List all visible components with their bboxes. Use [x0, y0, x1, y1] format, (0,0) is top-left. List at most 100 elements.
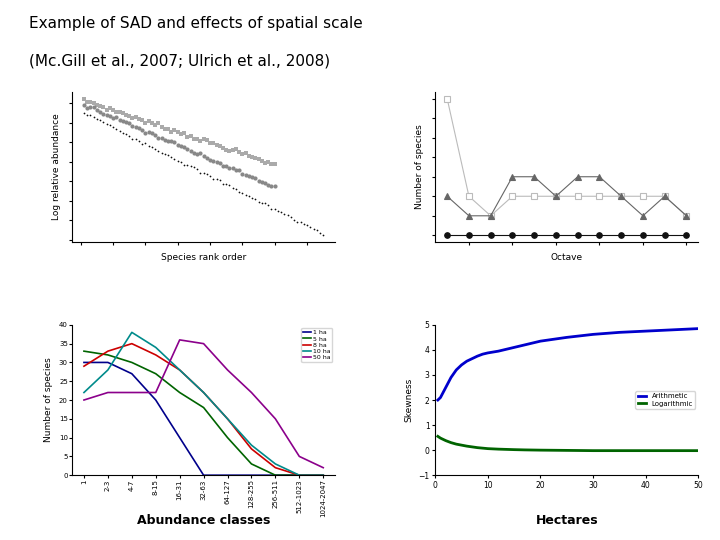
Arithmetic — [478, 351, 487, 357]
Arithmetic — [589, 331, 598, 338]
8 ha — [223, 416, 232, 422]
Text: Abundance classes: Abundance classes — [137, 514, 270, 526]
Logarithmic — [536, 447, 545, 454]
10 ha — [199, 389, 208, 396]
Logarithmic — [462, 443, 471, 449]
50 ha — [271, 416, 279, 422]
50 ha — [151, 389, 160, 396]
50 ha — [295, 453, 304, 460]
Line: Logarithmic: Logarithmic — [438, 436, 698, 451]
Arithmetic — [468, 355, 477, 362]
50 ha — [104, 389, 112, 396]
5 ha — [247, 461, 256, 467]
50 ha — [247, 389, 256, 396]
Arithmetic — [510, 344, 518, 350]
50 ha — [80, 397, 89, 403]
50 ha — [127, 389, 136, 396]
10 ha — [151, 344, 160, 350]
X-axis label: Octave: Octave — [551, 253, 583, 262]
Arithmetic — [452, 367, 461, 373]
8 ha — [104, 348, 112, 354]
8 ha — [319, 472, 328, 478]
Logarithmic — [642, 448, 650, 454]
Logarithmic — [441, 437, 450, 444]
10 ha — [176, 367, 184, 373]
Text: Hectares: Hectares — [536, 514, 598, 526]
5 ha — [104, 352, 112, 358]
8 ha — [295, 472, 304, 478]
Arithmetic — [457, 362, 466, 368]
1 ha — [247, 472, 256, 478]
5 ha — [151, 370, 160, 377]
8 ha — [247, 446, 256, 452]
5 ha — [271, 472, 279, 478]
Text: (Mc.Gill et al., 2007; Ulrich et al., 2008): (Mc.Gill et al., 2007; Ulrich et al., 20… — [29, 54, 330, 69]
1 ha — [127, 370, 136, 377]
10 ha — [80, 389, 89, 396]
10 ha — [223, 416, 232, 422]
Arithmetic — [462, 358, 471, 365]
Logarithmic — [667, 448, 676, 454]
1 ha — [176, 434, 184, 441]
Arithmetic — [667, 327, 676, 333]
Y-axis label: Log relative abundance: Log relative abundance — [52, 113, 61, 220]
5 ha — [223, 434, 232, 441]
Arithmetic — [615, 329, 624, 335]
Logarithmic — [694, 448, 703, 454]
Line: Arithmetic: Arithmetic — [438, 329, 698, 400]
1 ha — [199, 472, 208, 478]
Logarithmic — [433, 433, 442, 440]
Arithmetic — [536, 338, 545, 345]
Arithmetic — [484, 350, 492, 356]
Arithmetic — [694, 326, 703, 332]
Logarithmic — [446, 440, 455, 446]
Y-axis label: Number of species: Number of species — [415, 125, 424, 210]
Line: 1 ha: 1 ha — [84, 362, 323, 475]
10 ha — [295, 472, 304, 478]
Logarithmic — [521, 447, 529, 453]
Logarithmic — [457, 442, 466, 448]
5 ha — [295, 472, 304, 478]
Logarithmic — [473, 444, 482, 451]
Logarithmic — [510, 447, 518, 453]
Logarithmic — [436, 435, 445, 441]
1 ha — [151, 397, 160, 403]
Logarithmic — [615, 448, 624, 454]
Logarithmic — [452, 441, 461, 447]
8 ha — [199, 389, 208, 396]
10 ha — [319, 472, 328, 478]
10 ha — [127, 329, 136, 335]
5 ha — [127, 359, 136, 366]
Arithmetic — [433, 397, 442, 403]
10 ha — [271, 461, 279, 467]
5 ha — [199, 404, 208, 411]
Text: Example of SAD and effects of spatial scale: Example of SAD and effects of spatial sc… — [29, 16, 363, 31]
50 ha — [319, 464, 328, 471]
Legend: Arithmetic, Logarithmic: Arithmetic, Logarithmic — [636, 392, 695, 409]
Logarithmic — [484, 446, 492, 452]
10 ha — [247, 442, 256, 448]
8 ha — [80, 363, 89, 369]
1 ha — [223, 472, 232, 478]
Arithmetic — [562, 334, 571, 341]
8 ha — [176, 367, 184, 373]
1 ha — [104, 359, 112, 366]
Logarithmic — [494, 446, 503, 453]
Arithmetic — [436, 394, 445, 401]
5 ha — [176, 389, 184, 396]
Arithmetic — [473, 353, 482, 360]
Y-axis label: Skewness: Skewness — [404, 378, 413, 422]
Arithmetic — [642, 328, 650, 334]
Y-axis label: Number of species: Number of species — [44, 357, 53, 442]
1 ha — [80, 359, 89, 366]
1 ha — [295, 472, 304, 478]
8 ha — [151, 352, 160, 358]
Arithmetic — [441, 384, 450, 391]
Line: 50 ha: 50 ha — [84, 340, 323, 468]
Logarithmic — [478, 445, 487, 451]
10 ha — [104, 367, 112, 373]
Arithmetic — [494, 348, 503, 354]
Logarithmic — [562, 447, 571, 454]
50 ha — [176, 336, 184, 343]
8 ha — [271, 464, 279, 471]
